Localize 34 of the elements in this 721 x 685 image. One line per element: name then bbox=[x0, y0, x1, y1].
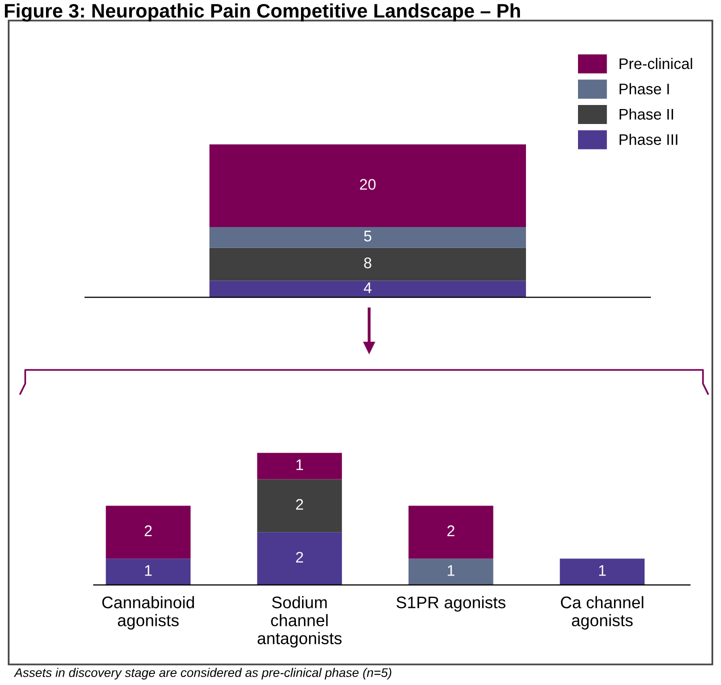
bar bbox=[408, 506, 494, 559]
bar bbox=[257, 479, 342, 532]
bar bbox=[209, 144, 526, 228]
bar bbox=[560, 558, 645, 585]
legend-label: Phase I bbox=[620, 83, 669, 94]
data-label: 2 bbox=[447, 525, 454, 536]
data-label: 20 bbox=[360, 178, 376, 190]
x-tick-label: S1PR agonists bbox=[396, 596, 506, 612]
data-label: 4 bbox=[364, 282, 372, 293]
data-label: 1 bbox=[145, 565, 152, 576]
bar bbox=[257, 452, 342, 480]
data-label: 5 bbox=[364, 230, 372, 242]
bar bbox=[209, 248, 526, 281]
x-tick-label: Sodium channel antagonists bbox=[258, 596, 342, 648]
data-label: 8 bbox=[364, 258, 372, 268]
data-label: 1 bbox=[296, 460, 304, 470]
legend-label: Phase II bbox=[620, 108, 674, 120]
legend-label: Phase III bbox=[620, 134, 678, 145]
bar bbox=[106, 558, 191, 585]
x-tick-label: Cannabinoid agonists bbox=[102, 596, 194, 630]
bar bbox=[209, 280, 526, 298]
data-label: 1 bbox=[599, 565, 606, 576]
data-label: 2 bbox=[144, 525, 152, 536]
chart-title: Figure 3: Neuropathic Pain Competitive Landscape – Ph bbox=[4, 3, 520, 22]
legend-label: Pre-clinical bbox=[620, 58, 692, 70]
bar bbox=[209, 227, 526, 248]
bar bbox=[106, 506, 191, 559]
data-label: 1 bbox=[448, 565, 454, 576]
bar bbox=[408, 558, 494, 585]
bar bbox=[257, 532, 342, 585]
text: Assets in discovery stage are considered as pre-clinical phase (n=5) bbox=[14, 668, 392, 680]
data-label: 2 bbox=[296, 552, 304, 563]
data-label: 2 bbox=[296, 499, 304, 510]
x-tick-label: Ca channel agonists bbox=[560, 596, 644, 630]
